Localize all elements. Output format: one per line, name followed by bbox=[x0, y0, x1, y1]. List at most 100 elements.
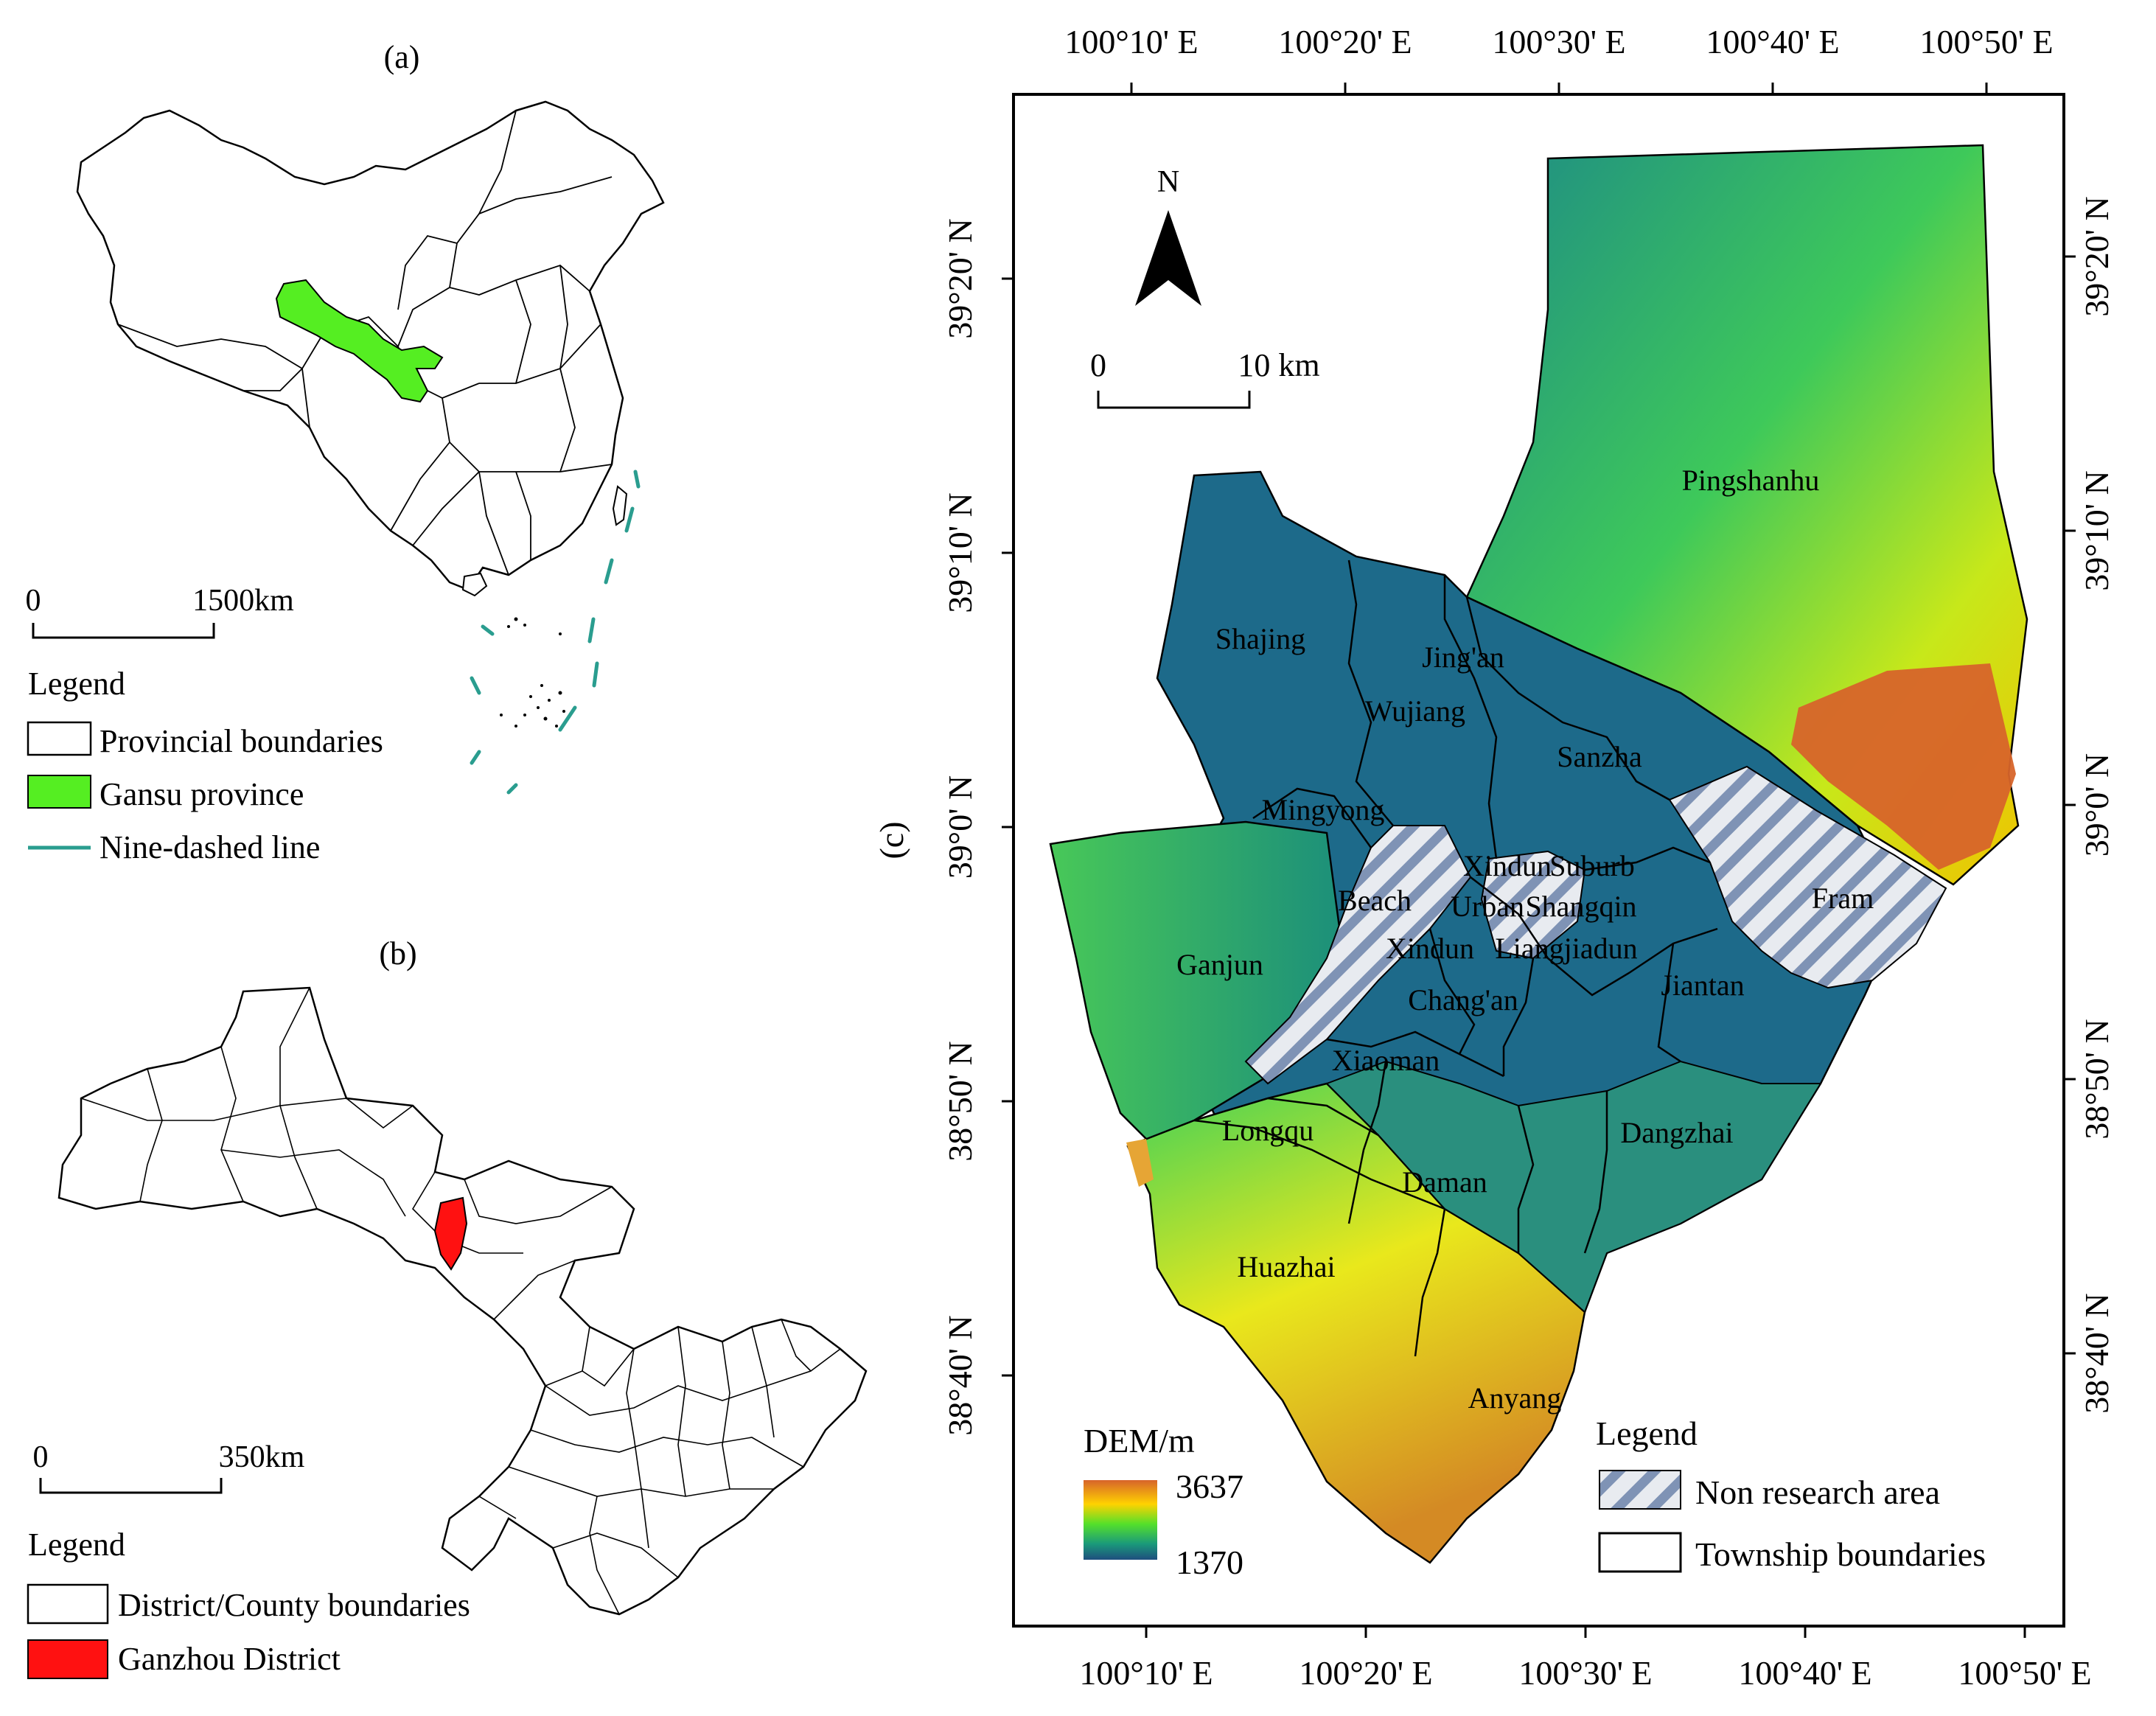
south-china-sea-islands bbox=[500, 617, 565, 728]
township-label-xiaoman: Xiaoman bbox=[1332, 1044, 1440, 1077]
township-label-suburb: Suburb bbox=[1549, 849, 1635, 882]
panel-b-scale-zero: 0 bbox=[33, 1440, 49, 1474]
top-lon-label: 100°30' E bbox=[1492, 23, 1625, 60]
bottom-lon-label: 100°20' E bbox=[1299, 1654, 1432, 1692]
left-lat-label: 39°10' N bbox=[941, 492, 979, 613]
bottom-lon-label: 100°50' E bbox=[1958, 1654, 2091, 1692]
nine-dashed-line bbox=[470, 470, 641, 795]
panel-c-scale-end: 10 km bbox=[1238, 347, 1319, 383]
township-label-fram: Fram bbox=[1812, 882, 1874, 915]
township-label-wujiang: Wujiang bbox=[1365, 694, 1465, 728]
ganzhou-district bbox=[433, 1196, 468, 1271]
township-label-pingshanhu: Pingshanhu bbox=[1682, 464, 1820, 497]
left-lat-label: 39°20' N bbox=[941, 218, 979, 338]
right-lat-label: 39°10' N bbox=[2078, 470, 2115, 590]
non-research-area-fram bbox=[1668, 765, 1947, 989]
township-label-dangzhai: Dangzhai bbox=[1620, 1116, 1733, 1149]
north-arrow-label: N bbox=[1157, 165, 1179, 199]
legend-swatch-ganzhou bbox=[27, 1639, 108, 1679]
township-label-sanzha: Sanzha bbox=[1557, 740, 1642, 773]
dem-colorbar bbox=[1084, 1480, 1157, 1560]
non-research-areas bbox=[1244, 765, 1947, 1085]
legend-label-nine-dashed-line: Nine-dashed line bbox=[100, 829, 320, 865]
north-arrow-icon bbox=[1135, 210, 1201, 306]
legend-swatch-gansu bbox=[27, 775, 91, 809]
legend-label-gansu: Gansu province bbox=[100, 776, 304, 812]
panel-a-scale-zero: 0 bbox=[26, 584, 41, 618]
left-lat-label: 38°40' N bbox=[941, 1315, 979, 1435]
terrain-west-strip bbox=[1126, 1139, 1154, 1187]
right-lat-label: 38°50' N bbox=[2078, 1019, 2115, 1139]
panel-a-legend: Legend Provincial boundaries Gansu provi… bbox=[27, 666, 383, 865]
terrain-high-east bbox=[1791, 663, 2016, 870]
panel-c-legend-title: Legend bbox=[1596, 1415, 1698, 1452]
township-label-daman: Daman bbox=[1402, 1165, 1487, 1199]
township-label-shangqin: Shangqin bbox=[1525, 890, 1636, 923]
township-label-jiantan: Jiantan bbox=[1661, 969, 1744, 1002]
dem-legend-title: DEM/m bbox=[1084, 1422, 1195, 1459]
township-boundaries bbox=[1193, 559, 1718, 1357]
legend-swatch-non-research-area bbox=[1599, 1470, 1681, 1510]
right-lat-label: 38°40' N bbox=[2078, 1293, 2115, 1413]
panel-b: (b) bbox=[27, 935, 868, 1679]
township-label-shajing: Shajing bbox=[1215, 622, 1305, 655]
township-label-beach: Beach bbox=[1338, 884, 1412, 917]
panel-b-scale-bar: 0 350km bbox=[33, 1440, 305, 1494]
township-label-jingan: Jing'an bbox=[1422, 641, 1504, 674]
legend-label-non-research-area: Non research area bbox=[1695, 1473, 1940, 1511]
township-label-changan: Chang'an bbox=[1408, 983, 1518, 1016]
left-lat-label: 39°0' N bbox=[941, 775, 979, 879]
legend-swatch-county-boundaries bbox=[27, 1583, 109, 1625]
township-label-liangjiadun: Liangjiadun bbox=[1495, 932, 1637, 965]
dem-terrain bbox=[1049, 144, 2028, 1564]
legend-swatch-provincial-boundaries bbox=[27, 721, 92, 756]
legend-label-ganzhou: Ganzhou District bbox=[118, 1641, 341, 1677]
top-lon-label: 100°10' E bbox=[1064, 23, 1198, 60]
dem-max-label: 3637 bbox=[1176, 1468, 1243, 1505]
legend-swatch-township-boundaries bbox=[1598, 1532, 1682, 1573]
top-lon-label: 100°20' E bbox=[1278, 23, 1412, 60]
panel-c-scale-zero: 0 bbox=[1090, 347, 1106, 383]
north-arrow: N bbox=[1135, 165, 1201, 306]
township-labels: Pingshanhu Shajing Jing'an Wujiang Sanzh… bbox=[1176, 464, 1874, 1415]
left-lat-labels: 39°20' N 39°10' N 39°0' N 38°50' N 38°40… bbox=[941, 218, 979, 1435]
panel-a-label: (a) bbox=[384, 39, 420, 75]
bottom-lon-label: 100°30' E bbox=[1518, 1654, 1652, 1692]
right-lat-label: 39°0' N bbox=[2078, 753, 2115, 857]
top-lon-label: 100°40' E bbox=[1706, 23, 1839, 60]
township-label-urban: Urban bbox=[1451, 890, 1524, 923]
panel-c-label: (c) bbox=[873, 821, 910, 859]
panel-c-scale-bar: 0 10 km bbox=[1090, 347, 1320, 409]
frame-ticks bbox=[1002, 83, 2076, 1638]
township-label-xindun-south: Xindun bbox=[1386, 932, 1474, 965]
panel-a-scale-bar: 0 1500km bbox=[26, 584, 294, 639]
panel-c-legend: Legend Non research area Township bounda… bbox=[1596, 1415, 1986, 1573]
panel-b-label: (b) bbox=[379, 935, 416, 972]
township-label-longqu: Longqu bbox=[1222, 1114, 1314, 1147]
bottom-lon-label: 100°40' E bbox=[1738, 1654, 1871, 1692]
panel-b-legend-title: Legend bbox=[28, 1527, 125, 1563]
gansu-province bbox=[275, 279, 444, 403]
bottom-lon-labels: 100°10' E 100°20' E 100°30' E 100°40' E … bbox=[1079, 1654, 2091, 1692]
terrain-mid-south bbox=[1325, 1060, 1822, 1314]
dem-legend: DEM/m 3637 1370 bbox=[1084, 1422, 1243, 1581]
panel-a-legend-title: Legend bbox=[28, 666, 125, 702]
legend-label-township-boundaries: Township boundaries bbox=[1695, 1535, 1986, 1573]
township-label-mingyong: Mingyong bbox=[1262, 793, 1385, 826]
legend-label-county-boundaries: District/County boundaries bbox=[118, 1587, 470, 1623]
left-lat-label: 38°50' N bbox=[941, 1041, 979, 1161]
top-lon-label: 100°50' E bbox=[1919, 23, 2053, 60]
china-province-lines bbox=[117, 110, 613, 576]
township-label-xindun-north: Xindun bbox=[1463, 849, 1552, 882]
bottom-lon-label: 100°10' E bbox=[1079, 1654, 1213, 1692]
top-lon-labels: 100°10' E 100°20' E 100°30' E 100°40' E … bbox=[1064, 23, 2053, 60]
right-lat-label: 39°20' N bbox=[2078, 196, 2115, 316]
panel-c: (c) 100°10' E 100°20' E 100°30' E 100°40… bbox=[873, 23, 2115, 1692]
panel-a-scale-end: 1500km bbox=[192, 584, 294, 618]
township-label-huazhai: Huazhai bbox=[1237, 1250, 1335, 1283]
non-research-area-urban bbox=[1480, 850, 1586, 960]
township-label-anyang: Anyang bbox=[1468, 1381, 1562, 1415]
gansu-map bbox=[57, 986, 868, 1616]
taiwan bbox=[612, 485, 628, 526]
panel-b-legend: Legend District/County boundaries Ganzho… bbox=[27, 1527, 470, 1679]
